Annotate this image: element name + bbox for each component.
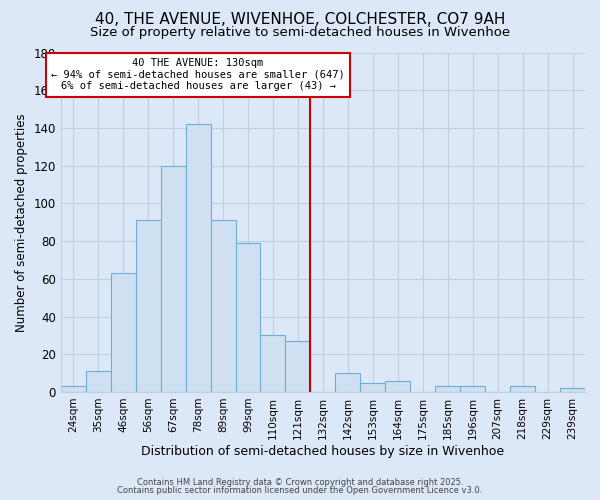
Bar [560, 388, 585, 392]
Bar [286, 341, 310, 392]
Text: Contains HM Land Registry data © Crown copyright and database right 2025.: Contains HM Land Registry data © Crown c… [137, 478, 463, 487]
Bar [111, 273, 136, 392]
Text: 40, THE AVENUE, WIVENHOE, COLCHESTER, CO7 9AH: 40, THE AVENUE, WIVENHOE, COLCHESTER, CO… [95, 12, 505, 28]
Bar [460, 386, 485, 392]
Bar [236, 243, 260, 392]
Bar [161, 166, 185, 392]
Bar [385, 380, 410, 392]
Bar [361, 382, 385, 392]
Y-axis label: Number of semi-detached properties: Number of semi-detached properties [15, 113, 28, 332]
X-axis label: Distribution of semi-detached houses by size in Wivenhoe: Distribution of semi-detached houses by … [142, 444, 505, 458]
Bar [510, 386, 535, 392]
Text: Contains public sector information licensed under the Open Government Licence v3: Contains public sector information licen… [118, 486, 482, 495]
Bar [86, 371, 111, 392]
Text: 40 THE AVENUE: 130sqm
← 94% of semi-detached houses are smaller (647)
6% of semi: 40 THE AVENUE: 130sqm ← 94% of semi-deta… [51, 58, 345, 92]
Bar [185, 124, 211, 392]
Bar [335, 373, 361, 392]
Bar [211, 220, 236, 392]
Bar [435, 386, 460, 392]
Text: Size of property relative to semi-detached houses in Wivenhoe: Size of property relative to semi-detach… [90, 26, 510, 39]
Bar [61, 386, 86, 392]
Bar [260, 336, 286, 392]
Bar [136, 220, 161, 392]
